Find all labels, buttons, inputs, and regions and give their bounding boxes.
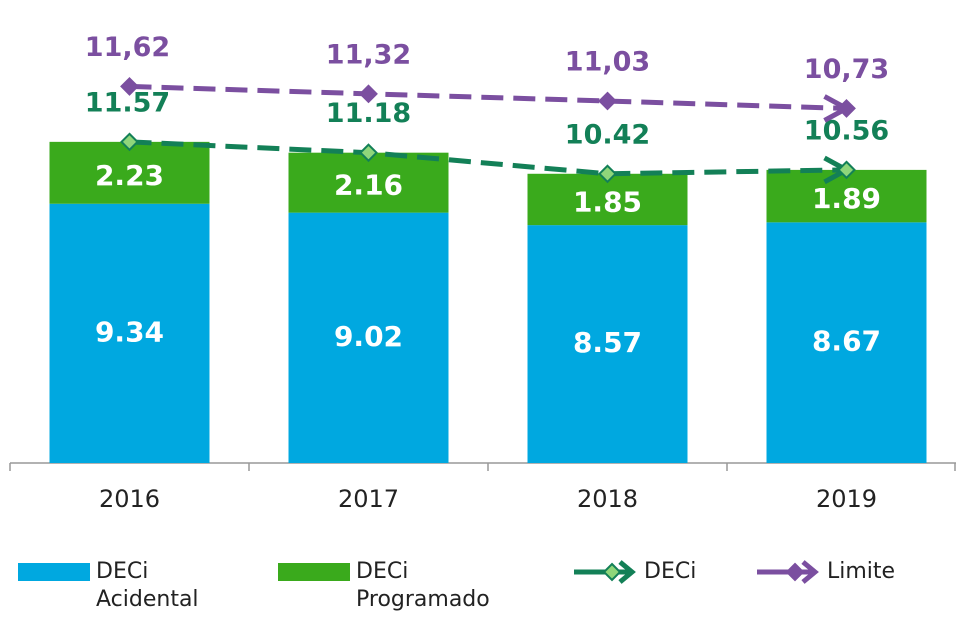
- line-label: 11,32: [326, 39, 411, 70]
- legend-item: DECi: [572, 558, 696, 586]
- legend-diamond: [785, 562, 805, 582]
- x-tick-label: 2017: [338, 485, 399, 513]
- legend-label: DECi Programado: [356, 559, 490, 612]
- marker: [837, 99, 856, 118]
- legend-item: DECi Programado: [278, 558, 546, 614]
- marker: [837, 160, 856, 180]
- x-tick-label: 2016: [99, 485, 160, 513]
- bar-segment: [288, 212, 449, 463]
- line-label: 11,03: [565, 47, 650, 78]
- bar-segment: [766, 222, 927, 463]
- legend-label: DECi Acidental: [96, 559, 199, 612]
- bar-label: 2.16: [334, 169, 403, 202]
- legend-item: Limite: [755, 558, 895, 586]
- line-label: 10,73: [804, 54, 889, 85]
- legend-swatch: [574, 560, 636, 584]
- line-label: 10.56: [804, 115, 889, 146]
- legend-swatch: [18, 563, 90, 581]
- bar-label: 8.57: [573, 326, 642, 359]
- marker: [598, 91, 617, 111]
- marker: [359, 84, 378, 104]
- x-tick-label: 2019: [816, 485, 877, 513]
- marker: [598, 164, 617, 184]
- bar-segment: [527, 225, 688, 463]
- legend-swatch-rect: [278, 563, 350, 581]
- line-label: 11,62: [85, 32, 170, 63]
- line: [129, 139, 847, 177]
- bar-label: 8.67: [812, 325, 881, 358]
- bar-segment: [49, 141, 210, 204]
- legend-swatch: [278, 563, 350, 581]
- bar-label: 9.34: [95, 315, 164, 348]
- marker: [120, 76, 139, 96]
- legend-label: DECi: [644, 559, 697, 584]
- legend-arrow: [801, 560, 819, 584]
- legend-swatch: [757, 560, 819, 584]
- marker: [120, 132, 139, 152]
- legend-label: Limite: [827, 559, 896, 584]
- x-tick-label: 2018: [577, 485, 638, 513]
- bar-label: 9.02: [334, 320, 403, 353]
- bar-label: 1.85: [573, 185, 642, 218]
- line: [129, 83, 847, 111]
- bar-label: 1.89: [812, 182, 881, 215]
- marker: [359, 143, 378, 163]
- bar-segment: [288, 152, 449, 213]
- legend-item: DECi Acidental: [18, 558, 246, 614]
- chart: 2016 2017 2018 2019 9.34 9.02 8.57 8.67 2.23 2.16…: [9, 32, 956, 513]
- bar-label: 2.23: [95, 159, 164, 192]
- legend-arrow: [618, 560, 636, 584]
- line-label: 10.42: [565, 119, 650, 150]
- legend-swatch-rect: [18, 563, 90, 581]
- legend-diamond: [602, 562, 622, 582]
- bar-segment: [49, 203, 210, 463]
- line-label: 11.18: [326, 98, 411, 129]
